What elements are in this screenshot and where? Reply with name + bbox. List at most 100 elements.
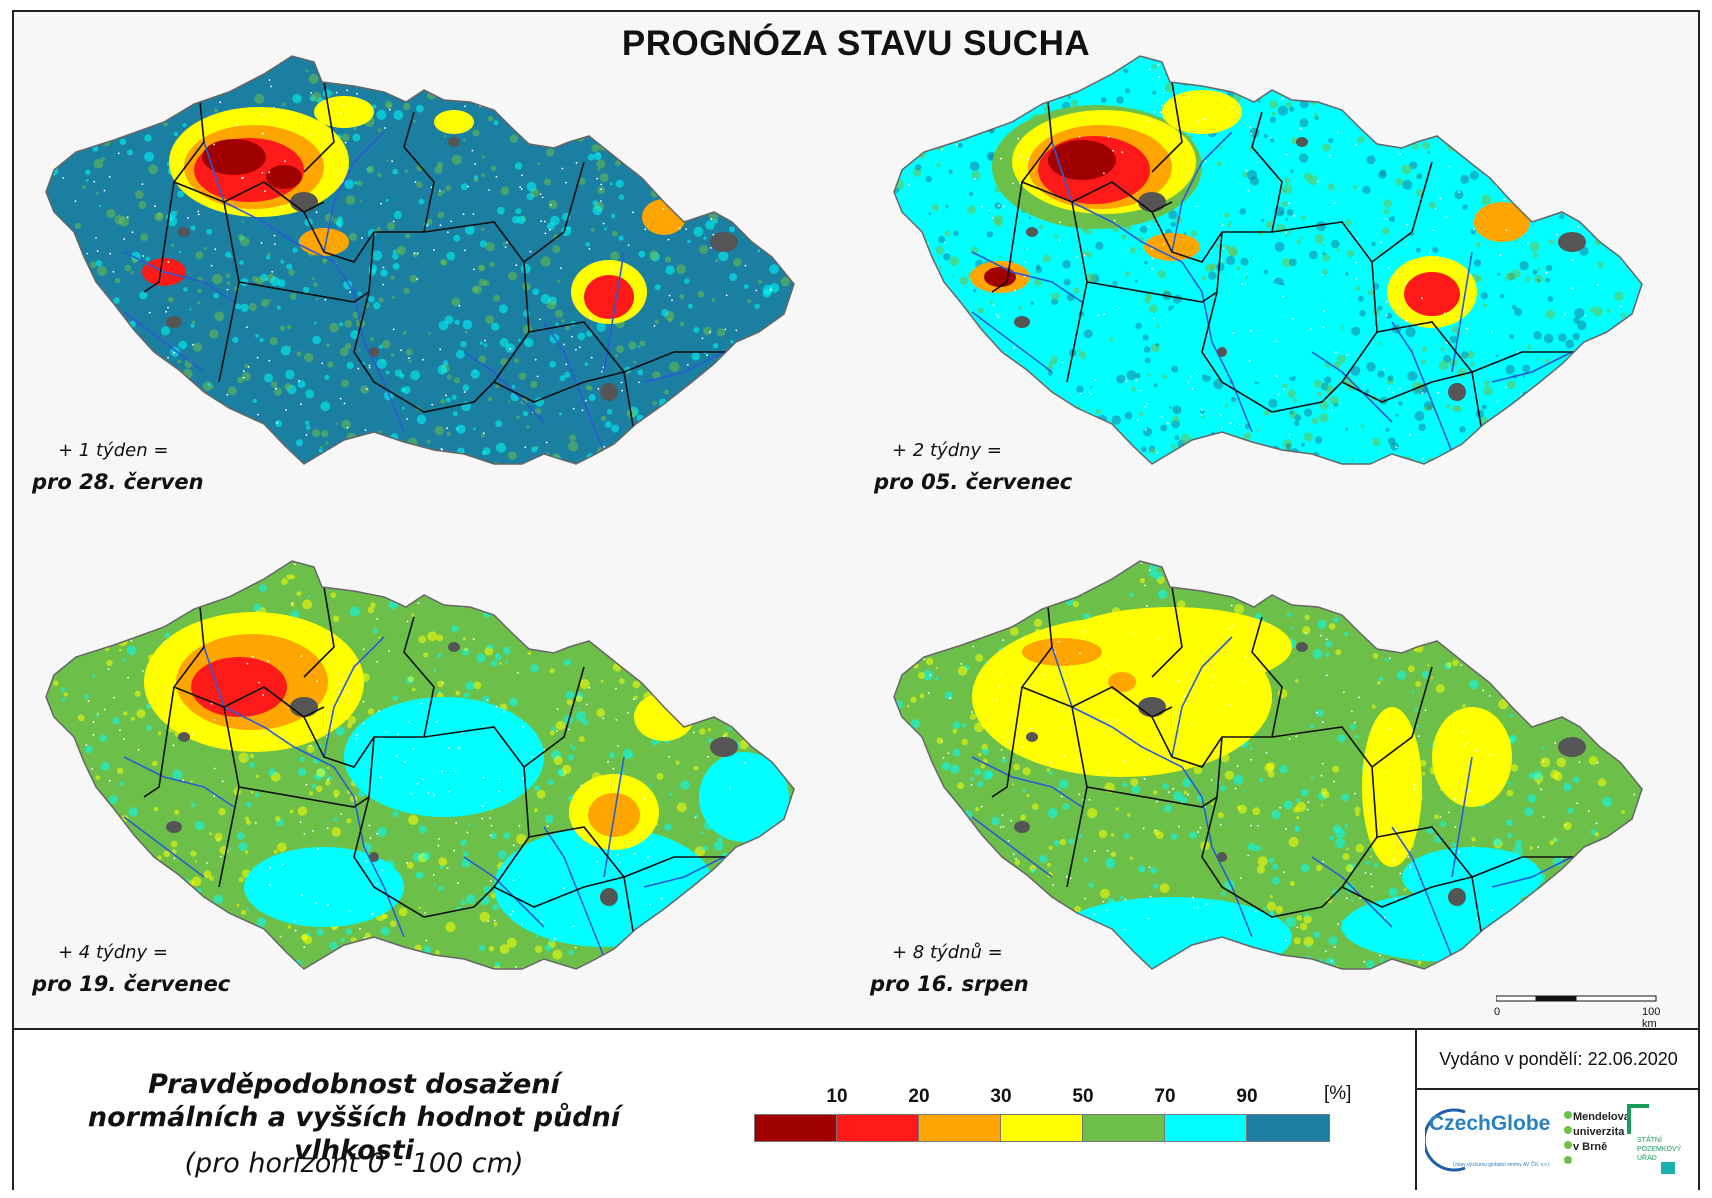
texture-dot [340,111,342,114]
texture-speck [95,775,101,780]
texture-dot [876,124,878,126]
texture-dot [1250,758,1252,761]
texture-speck [63,782,71,790]
texture-dot [1596,284,1599,286]
texture-dot [585,703,588,706]
texture-dot [553,86,556,89]
texture-dot [457,973,459,975]
texture-speck [1445,404,1451,409]
texture-speck [762,919,766,924]
texture-dot [125,621,128,624]
texture-speck [727,82,738,93]
texture-speck [46,432,47,438]
texture-speck [716,328,726,337]
texture-speck [739,687,747,694]
texture-speck [569,94,578,103]
texture-dot [511,910,514,913]
texture-dot [1249,126,1251,128]
texture-speck [544,814,554,824]
region-border [1271,221,1378,403]
texture-speck [1417,960,1422,965]
texture-speck [1552,166,1563,176]
texture-speck [162,107,173,118]
texture-speck [915,871,922,878]
texture-dot [1204,936,1207,939]
texture-speck [418,906,422,910]
texture-speck [656,424,664,433]
texture-speck [742,349,749,356]
texture-speck [207,383,211,387]
texture-speck [764,926,771,933]
texture-speck [1506,819,1513,827]
texture-speck [593,66,601,74]
texture-speck [35,265,37,267]
texture-dot [490,824,493,827]
texture-dot [50,246,53,248]
texture-speck [319,445,323,449]
texture-speck [1110,833,1115,837]
texture-speck [195,447,200,452]
texture-speck [360,385,369,394]
texture-dot [60,465,62,467]
texture-speck [1293,420,1300,427]
texture-speck [31,255,36,260]
texture-speck [109,339,118,349]
texture-speck [723,732,729,737]
texture-speck [1415,724,1419,727]
texture-speck [872,742,875,745]
texture-dot [1574,106,1577,109]
texture-dot [362,722,365,725]
texture-speck [1625,701,1630,706]
texture-dot [261,132,264,135]
texture-speck [1327,183,1335,191]
texture-speck [656,575,661,580]
texture-dot [1107,772,1110,775]
texture-speck [1606,652,1613,659]
texture-speck [1299,235,1303,239]
texture-dot [1487,445,1490,448]
texture-speck [1089,386,1093,389]
texture-speck [354,945,362,953]
texture-speck [546,452,550,455]
texture-speck [1380,169,1387,176]
texture-speck [1047,808,1058,819]
texture-dot [519,186,522,189]
texture-dot [92,734,95,736]
texture-speck [660,590,668,599]
texture-speck [26,333,32,339]
texture-speck [373,571,377,575]
texture-dot [282,863,284,866]
texture-speck [37,744,42,749]
texture-speck [208,437,214,443]
texture-dot [1383,218,1386,221]
texture-dot [1283,388,1285,390]
texture-speck [578,177,586,185]
texture-speck [1152,790,1158,795]
texture-speck [405,348,413,356]
river-line [1491,351,1573,383]
region-border [1471,371,1483,433]
texture-speck [1373,75,1378,79]
texture-dot [442,682,444,684]
river-line [223,706,405,938]
texture-speck [1366,362,1376,372]
texture-speck [620,654,627,661]
texture-dot [1220,259,1223,262]
texture-speck [1350,365,1361,376]
region-border [1251,111,1283,233]
texture-dot [731,952,734,955]
texture-speck [62,866,69,872]
texture-speck [1282,184,1293,195]
texture-dot [579,346,581,349]
texture-speck [239,931,244,936]
texture-speck [401,406,405,410]
texture-speck [1552,111,1562,121]
texture-dot [176,453,179,456]
texture-speck [922,293,926,297]
texture-speck [148,164,158,175]
probability-patch [344,697,544,817]
texture-speck [341,379,349,388]
texture-dot [1476,470,1478,472]
texture-speck [1237,805,1241,810]
texture-dot [463,964,466,966]
